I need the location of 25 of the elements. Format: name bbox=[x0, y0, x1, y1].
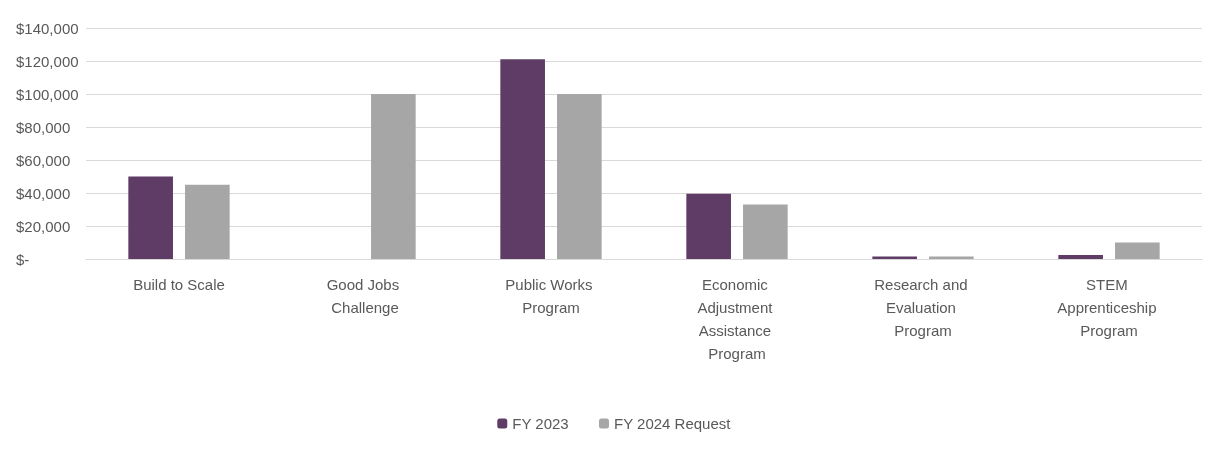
x-tick-label: Public Works Program bbox=[505, 276, 597, 316]
x-tick-label: Research and Evaluation Program bbox=[874, 276, 972, 339]
bar bbox=[185, 184, 230, 259]
bar bbox=[371, 94, 416, 259]
y-tick-label: $40,000 bbox=[16, 184, 71, 202]
x-tick-label: Build to Scale bbox=[133, 276, 225, 293]
bar bbox=[743, 204, 788, 259]
x-tick-label: Economic Adjustment Assistance Program bbox=[697, 276, 777, 362]
legend-label: FY 2024 Request bbox=[613, 415, 732, 432]
bar bbox=[128, 176, 173, 259]
x-tick-label: STEM Apprenticeship Program bbox=[1057, 276, 1161, 339]
y-tick-label: $60,000 bbox=[16, 151, 71, 169]
bar bbox=[686, 193, 731, 259]
y-tick-label: $120,000 bbox=[16, 52, 79, 70]
y-tick-label: $80,000 bbox=[16, 118, 71, 136]
x-tick-label: Good Jobs Challenge bbox=[326, 276, 404, 316]
bar bbox=[500, 59, 545, 259]
y-tick-label: $20,000 bbox=[16, 217, 71, 235]
bar bbox=[1115, 242, 1160, 259]
y-tick-label: $140,000 bbox=[16, 19, 79, 37]
y-tick-label: $100,000 bbox=[16, 85, 79, 103]
bar bbox=[557, 94, 602, 259]
y-tick-label: $- bbox=[16, 250, 30, 268]
bar bbox=[1058, 254, 1103, 259]
legend-label: FY 2023 bbox=[512, 415, 569, 432]
